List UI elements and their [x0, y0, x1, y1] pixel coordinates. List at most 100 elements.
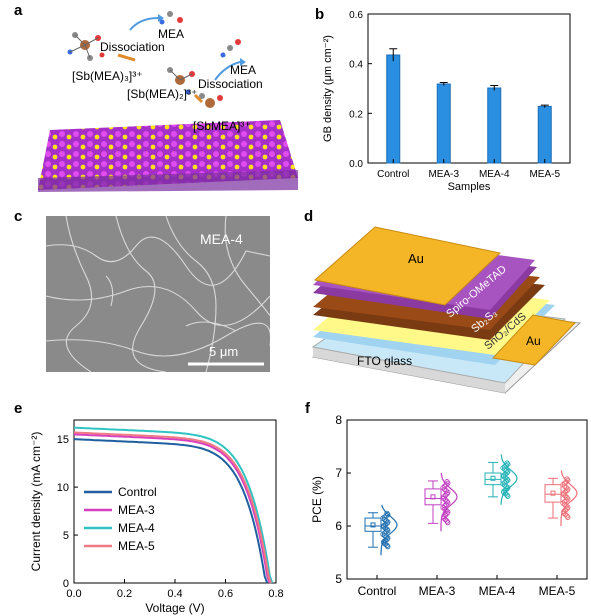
y-tick-label: 0.6 — [349, 10, 363, 21]
panel-letter-e: e — [14, 400, 23, 417]
scale-bar-label: 5 μm — [209, 344, 238, 359]
legend-label: Control — [118, 485, 157, 499]
panel-letter-a: a — [14, 2, 23, 19]
y-tick-label: 7 — [335, 466, 342, 480]
data-point — [441, 495, 447, 502]
x-axis-label: Voltage (V) — [145, 601, 204, 615]
label-sb-mea2: [Sb(MEA)₂]³⁺ — [127, 87, 197, 101]
bar-mea-4 — [487, 87, 502, 164]
distribution-curve — [560, 470, 578, 526]
y-tick-label: 0.2 — [349, 109, 363, 120]
molecule-sbmea — [199, 93, 223, 108]
data-point — [441, 486, 448, 492]
molecule-sb-mea2 — [167, 67, 195, 95]
panel-letter-f: f — [305, 400, 310, 417]
x-tick-label: MEA-3 — [428, 169, 459, 180]
label-mea-top: MEA — [158, 27, 184, 41]
legend-label: MEA-5 — [118, 539, 155, 553]
data-point — [443, 488, 449, 494]
data-point — [560, 482, 566, 488]
data-point — [565, 504, 571, 511]
x-tick-label: 0.0 — [66, 588, 81, 600]
y-tick-label: 15 — [57, 434, 69, 446]
data-point — [444, 518, 450, 524]
mean-marker — [370, 522, 376, 528]
y-axis-label: GB density (μm cm⁻²) — [322, 35, 334, 142]
data-point — [443, 507, 449, 514]
x-tick-label: 0.8 — [268, 588, 283, 600]
dissociation-arrow-1 — [129, 17, 159, 31]
molecule-mea-1 — [159, 11, 183, 25]
plot-frame — [367, 13, 571, 164]
label-dissociation-2: Dissociation — [198, 77, 263, 91]
bar-control — [386, 54, 401, 164]
x-tick-label: MEA-5 — [539, 584, 576, 598]
x-tick-label: MEA-4 — [479, 169, 510, 180]
label-au-side: Au — [526, 334, 541, 348]
x-tick-label: 0.4 — [167, 588, 182, 600]
mean-marker — [550, 490, 556, 496]
data-point — [445, 489, 451, 495]
data-point — [441, 494, 447, 500]
data-point — [441, 483, 448, 489]
data-point — [441, 503, 448, 509]
legend-label: MEA-3 — [118, 503, 155, 517]
panel-letter-c: c — [14, 208, 23, 225]
data-point — [564, 494, 570, 501]
y-tick-label: 6 — [335, 519, 342, 533]
device-structure: Au Spiro-OMeTAD Sb₂S₃ SnO₂/CdS Au FTO gl… — [311, 226, 582, 394]
y-tick-label: 5 — [335, 572, 342, 586]
y-axis-label: Current density (mA cm⁻²) — [29, 432, 43, 572]
layer-au-side — [492, 314, 576, 366]
data-point — [561, 480, 568, 486]
label-sbmea: [SbMEA]³⁺ — [193, 119, 251, 133]
mean-marker — [430, 494, 436, 500]
sem-sample-label: MEA-4 — [200, 231, 243, 247]
legend-label: MEA-4 — [118, 521, 155, 535]
x-tick-label: MEA-4 — [479, 584, 516, 598]
x-tick-label: MEA-5 — [529, 169, 560, 180]
y-tick-label: 8 — [335, 413, 342, 427]
jv-curve-control — [73, 438, 269, 584]
bar-mea-3 — [436, 83, 451, 164]
panel-a-illustration: MEA Dissociation [Sb(MEA)₃]³⁺ MEA Dissoc… — [38, 11, 298, 192]
label-mea-mid: MEA — [230, 63, 256, 77]
data-point — [561, 490, 567, 496]
jv-curve-mea-3 — [73, 433, 271, 584]
box-mea-3 — [424, 488, 442, 506]
box-control — [364, 517, 382, 532]
data-point — [563, 479, 569, 485]
x-tick-label: Control — [377, 169, 409, 180]
distribution-curve — [500, 454, 518, 505]
data-point — [440, 485, 446, 491]
y-tick-label: 10 — [57, 482, 69, 494]
dissociation-arrow-2 — [214, 61, 241, 81]
layer-au-top — [313, 226, 502, 306]
grain-boundaries — [46, 216, 270, 372]
mean-marker — [490, 475, 496, 481]
data-point — [565, 486, 571, 492]
data-point — [444, 479, 450, 485]
x-axis-label: Samples — [448, 181, 491, 193]
molecule-sb-mea3 — [67, 32, 105, 61]
data-point — [440, 504, 446, 511]
molecule-mea-2 — [220, 39, 241, 58]
data-point — [560, 500, 566, 506]
sem-image: MEA-4 5 μm — [46, 216, 270, 372]
data-point — [384, 510, 390, 517]
jv-curve-mea-4 — [73, 426, 274, 584]
orange-arrow-1 — [117, 53, 136, 62]
plot-frame — [346, 419, 588, 580]
panel-letter-b: b — [315, 6, 325, 23]
box-mea-4 — [484, 472, 502, 486]
x-tick-label: 0.2 — [117, 588, 132, 600]
label-au-top: Au — [408, 251, 424, 266]
jv-curve-mea-5 — [73, 431, 272, 584]
y-tick-label: 0.0 — [349, 159, 363, 170]
data-point — [504, 460, 510, 466]
y-axis-label: PCE (%) — [310, 476, 324, 523]
y-tick-label: 0.4 — [349, 60, 363, 71]
data-point — [445, 509, 451, 515]
chart-e-jv-curves: 0.0 0.2 0.4 0.6 0.8 0 5 10 15 Control MEA-3 MEA-4 ME… — [29, 419, 284, 615]
orange-arrow-2 — [193, 93, 204, 104]
